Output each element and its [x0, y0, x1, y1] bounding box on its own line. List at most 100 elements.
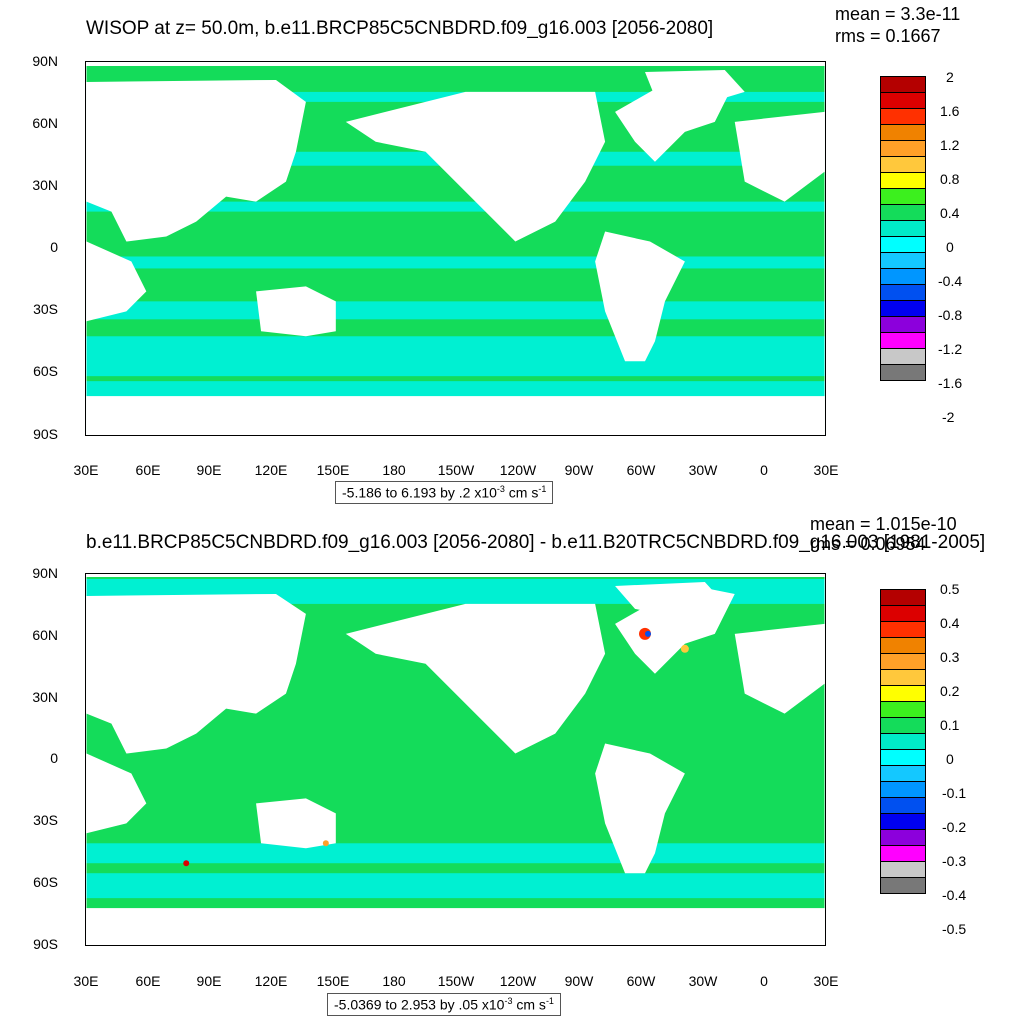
panel1-lat-label: 60S [33, 363, 58, 379]
panel2-map [85, 573, 826, 946]
panel1-lon-label: 180 [382, 462, 406, 478]
colorbar-swatch [880, 733, 926, 750]
colorbar-swatch [880, 829, 926, 846]
panel2-lon-label: 30E [813, 973, 839, 989]
colorbar-swatch [880, 669, 926, 686]
panel1-lat-label: 90N [32, 53, 58, 69]
panel2-range-box: -5.0369 to 2.953 by .05 x10-3 cm s-1 [327, 993, 561, 1016]
colorbar-swatch [880, 172, 926, 189]
panel1-map-svg [86, 62, 825, 435]
panel1-colorbar-label: -1.6 [938, 375, 963, 391]
colorbar-swatch [880, 300, 926, 317]
panel1-mean: mean = 3.3e-11 [835, 4, 961, 24]
panel2-colorbar-label: 0.4 [940, 615, 960, 631]
panel1-colorbar-label: 0.4 [940, 205, 960, 221]
panel2-lat-label: 30N [32, 689, 58, 705]
panel1-range-text: -5.186 to 6.193 by .2 x10 [342, 484, 497, 501]
panel1-range-units: cm s [504, 484, 539, 501]
panel1-lon-label: 30W [688, 462, 718, 478]
colorbar-swatch [880, 236, 926, 253]
colorbar-swatch [880, 76, 926, 93]
colorbar-swatch [880, 797, 926, 814]
colorbar-swatch [880, 268, 926, 285]
panel1-lon-label: 150W [437, 462, 475, 478]
panel1-title: WISOP at z= 50.0m, b.e11.BRCP85C5CNBDRD.… [86, 18, 714, 39]
panel2-lat-label: 30S [33, 812, 58, 828]
colorbar-swatch [880, 124, 926, 141]
colorbar-swatch [880, 204, 926, 221]
colorbar-swatch [880, 220, 926, 237]
panel1-colorbar-label: 1.6 [940, 103, 960, 119]
panel1-colorbar-label: -0.8 [938, 307, 963, 323]
colorbar-swatch [880, 845, 926, 862]
panel2-colorbar-label: 0 [946, 751, 954, 767]
colorbar-swatch [880, 637, 926, 654]
colorbar-swatch [880, 108, 926, 125]
panel2-range-units: cm s [512, 996, 546, 1013]
colorbar-swatch [880, 813, 926, 830]
colorbar-swatch [880, 621, 926, 638]
panel2-title: b.e11.BRCP85C5CNBDRD.f09_g16.003 [2056-2… [86, 532, 986, 553]
panel2-lon-label: 30W [688, 973, 718, 989]
panel1-lon-label: 30E [73, 462, 99, 478]
panel2-range-units-exp: -1 [545, 996, 554, 1006]
panel2-lon-label: 180 [382, 973, 406, 989]
colorbar-swatch [880, 781, 926, 798]
colorbar-swatch [880, 156, 926, 173]
panel1-lon-label: 60E [135, 462, 161, 478]
colorbar-swatch [880, 765, 926, 782]
panel2-lon-label: 90E [196, 973, 222, 989]
colorbar-swatch [880, 589, 926, 606]
colorbar-swatch [880, 653, 926, 670]
panel1-range-exp: -3 [496, 484, 505, 494]
panel2-colorbar [880, 589, 926, 894]
panel2-lon-label: 0 [760, 973, 768, 989]
panel2-colorbar-label: -0.2 [942, 819, 967, 835]
colorbar-swatch [880, 717, 926, 734]
colorbar-swatch [880, 685, 926, 702]
panel1-lon-label: 90W [564, 462, 594, 478]
panel2-range-text: -5.0369 to 2.953 by .05 x10 [334, 996, 505, 1013]
panel2-lon-label: 90W [564, 973, 594, 989]
panel2-colorbar-label: -0.3 [942, 853, 967, 869]
panel2-colorbar-label: -0.5 [942, 921, 967, 937]
panel1-lat-label: 30N [32, 177, 58, 193]
panel2-range-exp: -3 [504, 996, 513, 1006]
panel1-lon-label: 30E [813, 462, 839, 478]
panel1-lat-label: 60N [32, 115, 58, 131]
panel2-lon-label: 150E [316, 973, 350, 989]
panel2-colorbar-label: 0.3 [940, 649, 960, 665]
panel1-colorbar [880, 76, 926, 381]
panel2-lon-label: 60W [626, 973, 656, 989]
panel1-colorbar-label: 2 [946, 69, 954, 85]
colorbar-swatch [880, 861, 926, 878]
colorbar-swatch [880, 701, 926, 718]
panel1-lon-label: 0 [760, 462, 768, 478]
colorbar-swatch [880, 749, 926, 766]
panel1-rms: rms = 0.1667 [835, 26, 941, 46]
panel2-rms: rms = 0.06954 [810, 534, 926, 554]
colorbar-swatch [880, 140, 926, 157]
panel2-lon-label: 150W [437, 973, 475, 989]
panel1-lon-label: 120W [499, 462, 537, 478]
panel1-lon-label: 150E [316, 462, 350, 478]
panel1-lat-label: 30S [33, 301, 58, 317]
panel1-colorbar-label: -0.4 [938, 273, 963, 289]
panel2-lat-label: 60S [33, 874, 58, 890]
panel2-colorbar-label: -0.1 [942, 785, 967, 801]
panel2-lon-label: 30E [73, 973, 99, 989]
colorbar-swatch [880, 92, 926, 109]
panel2-lon-label: 120E [254, 973, 288, 989]
colorbar-swatch [880, 605, 926, 622]
colorbar-swatch [880, 348, 926, 365]
panel2-lon-label: 120W [499, 973, 537, 989]
panel2-colorbar-label: -0.4 [942, 887, 967, 903]
panel2-lat-label: 90S [33, 936, 58, 952]
panel1-range-box: -5.186 to 6.193 by .2 x10-3 cm s-1 [335, 481, 554, 504]
panel1-lon-label: 60W [626, 462, 656, 478]
panel2-map-svg [86, 574, 825, 945]
panel2-lat-label: 0 [50, 750, 58, 766]
panel1-colorbar-label: 0.8 [940, 171, 960, 187]
panel1-range-units-exp: -1 [538, 484, 547, 494]
panel2-colorbar-label: 0.1 [940, 717, 960, 733]
